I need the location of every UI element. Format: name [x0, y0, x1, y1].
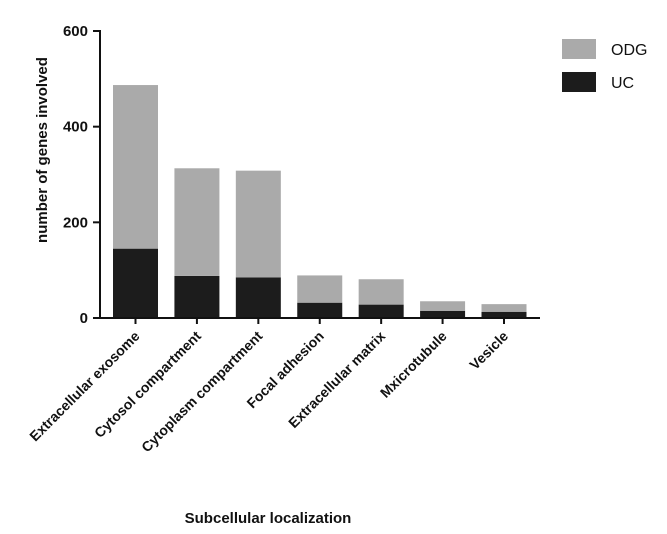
legend-label-odg: ODG [611, 42, 647, 59]
bar-uc-cytoplasm-compartment [235, 277, 281, 318]
bar-uc-focal-adhesion [297, 302, 343, 318]
bar-odg-mxicrotubule [420, 301, 466, 311]
bar-odg-cytosol-compartment [174, 168, 220, 276]
bar-uc-cytosol-compartment [174, 275, 220, 318]
x-tick-label: Vesicle [466, 328, 511, 373]
y-ticks-group: 0 200 400 600 [63, 23, 100, 327]
legend-swatch-uc [562, 72, 596, 92]
legend: ODG UC [562, 39, 647, 92]
bar-uc-extracellular-exosome [113, 248, 158, 318]
x-tick-label: Cytoplasm compartment [138, 328, 266, 456]
y-axis-title: number of genes involved [34, 57, 51, 243]
x-axis-title: Subcellular localization [185, 510, 352, 527]
bar-uc-extracellular-matrix [358, 304, 404, 318]
bar-odg-extracellular-exosome [113, 85, 158, 249]
bar-odg-cytoplasm-compartment [235, 170, 281, 278]
y-tick-label: 200 [63, 214, 88, 231]
bar-odg-extracellular-matrix [358, 279, 404, 305]
bar-uc-vesicle [481, 311, 527, 318]
bars-group [113, 85, 527, 318]
x-tick-label: Cytosol compartment [91, 328, 204, 441]
bar-uc-mxicrotubule [420, 310, 466, 318]
y-tick-label: 0 [80, 310, 88, 327]
legend-swatch-odg [562, 39, 596, 59]
x-tick-label: Extracellular exosome [26, 328, 143, 445]
legend-label-uc: UC [611, 75, 634, 92]
y-tick-label: 600 [63, 23, 88, 40]
y-tick-label: 400 [63, 119, 88, 136]
bar-odg-focal-adhesion [297, 275, 343, 303]
bar-odg-vesicle [481, 304, 527, 312]
